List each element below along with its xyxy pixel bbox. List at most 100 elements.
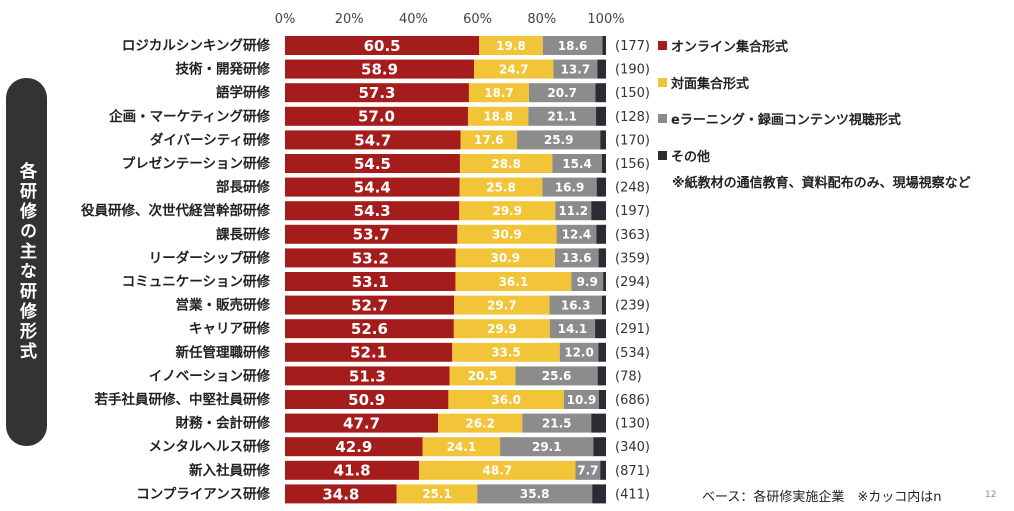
n-label: (871) — [615, 464, 650, 479]
data-label: 30.9 — [492, 228, 522, 242]
legend-item-other: その他 — [658, 146, 710, 165]
category-label: 部長研修 — [216, 179, 270, 196]
category-label: コミュニケーション研修 — [122, 273, 271, 290]
bar-segment-s1 — [438, 413, 523, 433]
bar-segment-s1 — [419, 460, 576, 480]
data-label: 16.3 — [561, 298, 591, 312]
bar-segment-s0 — [285, 106, 468, 126]
bar-segment-s3 — [603, 272, 606, 291]
x-tick-label: 0% — [275, 12, 296, 27]
data-label: 60.5 — [364, 37, 401, 55]
bar-segment-s3 — [598, 342, 606, 362]
bar-segment-s0 — [285, 224, 458, 244]
bar-segment-s3 — [595, 319, 606, 339]
bar-segment-s0 — [285, 83, 469, 103]
data-label: 53.2 — [352, 249, 389, 267]
bar-segment-s1 — [474, 59, 554, 79]
legend-note: ※紙教材の通信教育、資料配布のみ、現場視察など — [672, 176, 971, 191]
bar-segment-s3 — [601, 154, 606, 173]
bar-segment-s3 — [591, 201, 606, 221]
data-label: 53.1 — [352, 273, 389, 291]
data-label: 30.9 — [491, 251, 521, 265]
data-label: 54.5 — [354, 155, 391, 173]
data-label: 25.9 — [544, 133, 574, 147]
legend-swatch-online — [658, 41, 667, 50]
bar-segment-s1 — [452, 342, 560, 362]
bar-segment-s0 — [285, 437, 423, 457]
bar-segment-s1 — [459, 154, 553, 173]
data-label: 41.8 — [334, 462, 371, 480]
data-label: 35.8 — [520, 487, 550, 501]
data-label: 36.1 — [499, 275, 529, 289]
bar-segment-s2 — [542, 36, 603, 55]
data-label: 42.9 — [335, 438, 372, 456]
data-label: 14.1 — [558, 322, 588, 336]
legend-item-online: オンライン集合形式 — [658, 36, 788, 55]
data-label: 51.3 — [349, 367, 386, 385]
bar-segment-s2 — [553, 59, 598, 79]
legend-label-face-to-face: 対面集合形式 — [671, 77, 750, 92]
x-tick-label: 20% — [335, 12, 364, 27]
data-label: 26.2 — [465, 416, 495, 430]
bar-segment-s3 — [592, 484, 606, 504]
data-label: 24.1 — [447, 440, 477, 454]
category-label: プレゼンテーション研修 — [122, 155, 271, 172]
bar-segment-s2 — [554, 248, 599, 268]
data-label: 20.5 — [468, 369, 498, 383]
bar-segment-s2 — [542, 177, 597, 197]
bar-segment-s2 — [477, 484, 593, 504]
bar-segment-s1 — [449, 366, 516, 386]
legend-item-face-to-face: 対面集合形式 — [658, 73, 749, 92]
data-label: 12.0 — [564, 346, 594, 360]
bar-segment-s2 — [515, 366, 598, 386]
side-label-badge: 各研修の主な研修形式 — [6, 78, 47, 446]
data-label: 52.6 — [351, 320, 388, 338]
bar-segment-s0 — [285, 177, 460, 197]
bar-segment-s0 — [285, 390, 449, 409]
category-label: 技術・開発研修 — [176, 61, 271, 78]
bar-segment-s3 — [600, 130, 606, 150]
bar-segment-s2 — [555, 201, 592, 221]
bar-segment-s2 — [571, 272, 604, 291]
category-label: ダイバーシティ研修 — [150, 131, 271, 148]
data-label: 18.7 — [484, 86, 514, 100]
bar-segment-s1 — [459, 201, 556, 221]
bar-segment-s1 — [460, 130, 518, 150]
data-label: 25.8 — [486, 180, 516, 194]
data-label: 18.8 — [483, 110, 513, 124]
bar-segment-s3 — [598, 248, 606, 268]
side-label: 各研修の主な研修形式 — [16, 162, 36, 362]
n-label: (686) — [615, 393, 650, 408]
bar-segment-s2 — [575, 460, 601, 480]
n-label: (294) — [615, 275, 650, 290]
n-label: (170) — [615, 133, 650, 148]
data-label: 36.0 — [491, 393, 521, 407]
bar-segment-s0 — [285, 460, 420, 480]
bar-segment-s1 — [454, 295, 550, 315]
bar-segment-s3 — [591, 413, 606, 433]
data-label: 21.1 — [547, 110, 577, 124]
legend-swatch-elearning — [658, 114, 667, 123]
n-label: (239) — [615, 299, 650, 314]
category-label: リーダーシップ研修 — [149, 249, 271, 266]
bar-segment-s0 — [285, 413, 439, 433]
bar-segment-s1 — [396, 484, 478, 504]
n-label: (156) — [615, 157, 650, 172]
bar-segment-s0 — [285, 248, 456, 268]
bar-segment-s2 — [552, 154, 602, 173]
data-label: 13.7 — [561, 62, 591, 76]
x-tick-label: 60% — [463, 12, 492, 27]
data-label: 24.7 — [499, 62, 529, 76]
data-label: 29.9 — [487, 322, 517, 336]
bar-segment-s3 — [601, 295, 606, 315]
n-label: (291) — [615, 322, 650, 337]
bar-segment-s3 — [598, 390, 606, 409]
data-label: 9.9 — [577, 275, 598, 289]
data-label: 34.8 — [322, 485, 359, 503]
n-label: (359) — [615, 251, 650, 266]
data-label: 54.4 — [354, 179, 391, 197]
data-label: 10.9 — [567, 393, 597, 407]
n-label: (190) — [615, 63, 650, 78]
bar-segment-s0 — [285, 36, 480, 55]
data-label: 20.7 — [547, 86, 577, 100]
